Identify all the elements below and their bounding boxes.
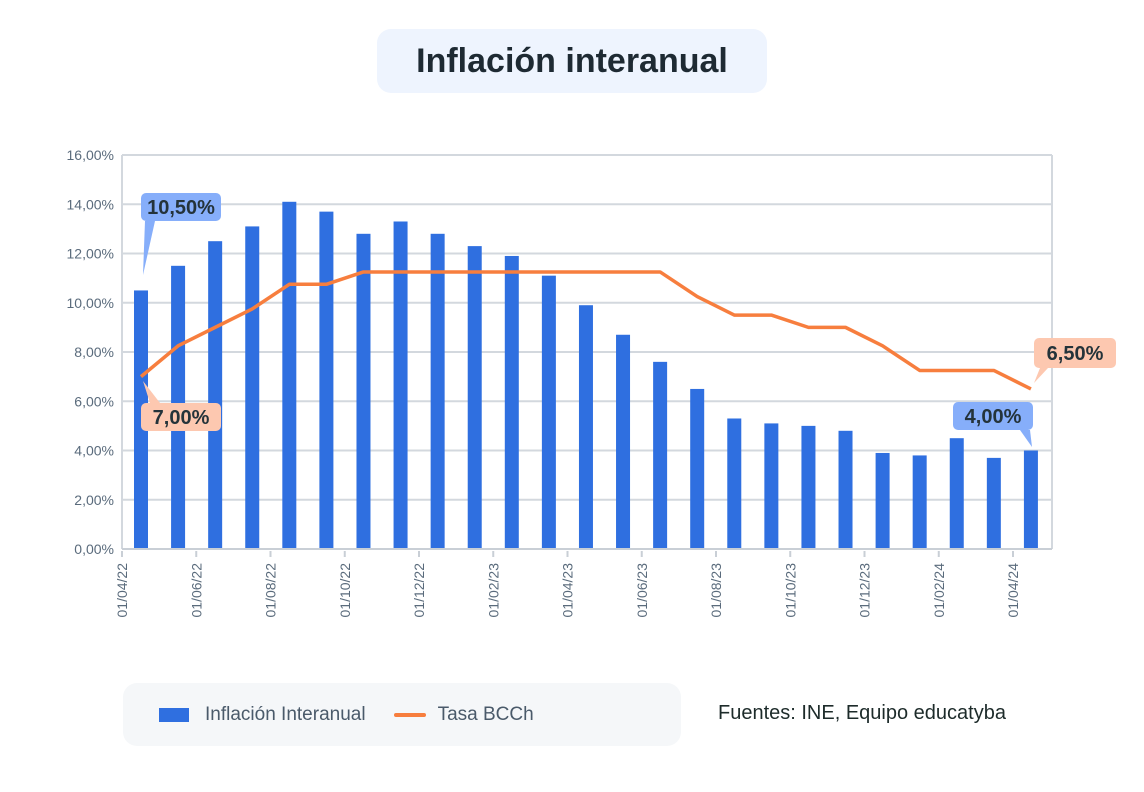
callout-pointer: [143, 221, 155, 275]
y-tick-label: 4,00%: [74, 443, 114, 459]
callout-box: [141, 193, 221, 221]
x-tick-label: 01/02/24: [931, 563, 947, 618]
x-tick-label: 01/08/22: [263, 563, 279, 618]
x-tick-label: 01/10/22: [337, 563, 353, 618]
x-tick-label: 01/04/22: [114, 563, 130, 618]
bar: [838, 430, 853, 549]
y-tick-label: 6,00%: [74, 393, 114, 409]
y-tick-label: 16,00%: [67, 147, 114, 163]
chart-title-box: Inflación interanual: [377, 29, 767, 93]
legend-line-swatch: [393, 712, 426, 717]
callout-pointer: [1020, 430, 1032, 447]
bar: [467, 246, 482, 550]
x-tick-label: 01/04/23: [560, 563, 576, 618]
legend: Inflación Interanual Tasa BCCh: [123, 683, 681, 746]
y-tick-label: 2,00%: [74, 492, 114, 508]
y-tick-label: 8,00%: [74, 344, 114, 360]
legend-item-inflacion[interactable]: Inflación Interanual: [159, 704, 366, 726]
callout-label: 7,00%: [153, 407, 210, 429]
bar: [356, 233, 371, 550]
x-tick-label: 01/04/24: [1005, 563, 1021, 618]
x-tick-label: 01/02/23: [485, 563, 501, 618]
bar: [504, 255, 519, 549]
bar: [690, 388, 705, 549]
y-tick-label: 14,00%: [67, 196, 114, 212]
bar: [245, 226, 260, 549]
chart-title: Inflación interanual: [416, 41, 728, 80]
bar: [653, 361, 668, 549]
y-tick-label: 12,00%: [67, 246, 114, 262]
bar: [986, 457, 1001, 549]
legend-label: Tasa BCCh: [437, 703, 534, 725]
bar: [875, 452, 890, 549]
bar: [764, 423, 779, 549]
bar: [578, 305, 593, 549]
bar: [616, 334, 631, 549]
source-note: Fuentes: INE, Equipo educatyba: [718, 702, 1006, 724]
bar: [727, 418, 742, 549]
bar: [430, 233, 445, 550]
x-tick-label: 01/08/23: [708, 563, 724, 618]
bar: [282, 201, 297, 549]
x-tick-label: 01/06/22: [188, 563, 204, 618]
bar: [801, 425, 816, 549]
bar: [949, 438, 964, 549]
bar: [319, 211, 334, 549]
y-tick-label: 10,00%: [67, 295, 114, 311]
legend-label: Inflación Interanual: [205, 703, 366, 725]
legend-bar-swatch: [159, 707, 189, 722]
bar: [912, 455, 927, 549]
callout-box: [953, 402, 1033, 430]
callout-box: [141, 403, 221, 431]
callout-pointer: [143, 381, 160, 403]
bar: [208, 241, 223, 549]
legend-item-tasa[interactable]: Tasa BCCh: [393, 703, 534, 726]
bar: [1023, 450, 1038, 549]
x-tick-label: 01/12/22: [411, 563, 427, 618]
x-tick-label: 01/06/23: [634, 563, 650, 618]
bar: [541, 275, 556, 549]
callout-label: 10,50%: [147, 197, 215, 219]
x-tick-label: 01/12/23: [857, 563, 873, 618]
bar: [393, 221, 408, 550]
callout-box: [1034, 338, 1116, 368]
callout-pointer: [1034, 368, 1048, 383]
callout-label: 6,50%: [1047, 343, 1104, 365]
x-tick-label: 01/10/23: [782, 563, 798, 618]
y-tick-label: 0,00%: [74, 541, 114, 557]
callout-label: 4,00%: [965, 406, 1022, 428]
